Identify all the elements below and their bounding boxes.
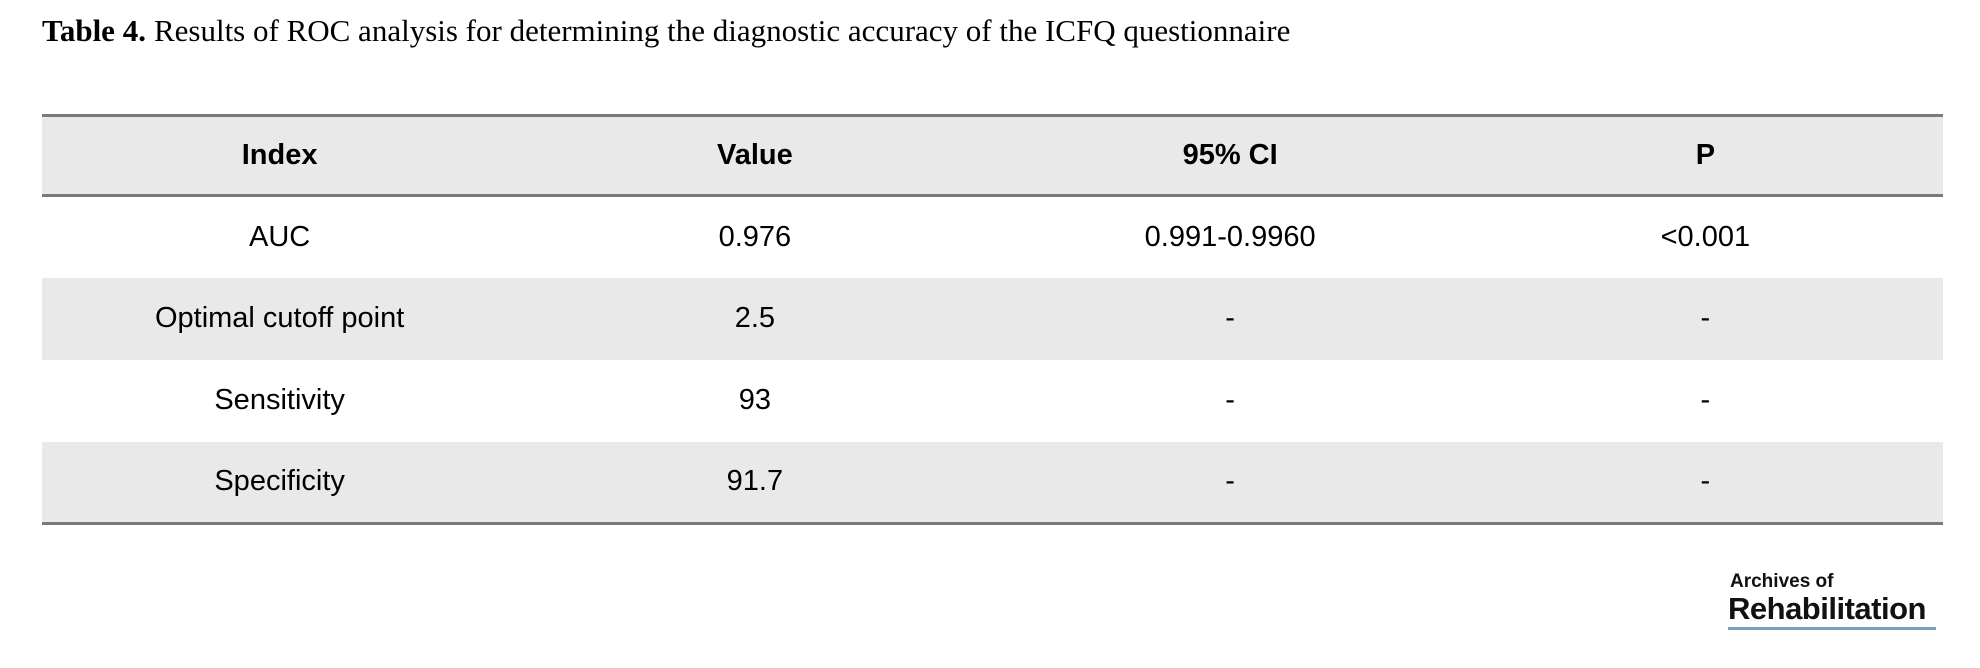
journal-logo-line1: Archives of — [1730, 571, 1834, 592]
table-cell: <0.001 — [1660, 220, 1751, 253]
column-header-index: Index — [241, 139, 318, 171]
table-cell: Sensitivity — [214, 384, 345, 416]
table-cell: 0.991-0.9960 — [1144, 220, 1316, 253]
table-cell: 93 — [738, 384, 771, 416]
column-header-p: P — [1695, 139, 1716, 171]
column-header-value: Value — [716, 139, 793, 171]
table-row-specificity: Specificity 91.7 - - — [42, 441, 1943, 524]
table-cell: Optimal cutoff point — [154, 302, 405, 334]
table-cell: 0.976 — [718, 220, 792, 253]
table-cell: - — [1700, 302, 1711, 334]
column-header-ci: 95% CI — [1182, 139, 1278, 171]
table-caption-label: Table 4. — [42, 13, 146, 48]
table-caption-text: Results of ROC analysis for determining … — [153, 13, 1291, 48]
table-cell: 91.7 — [726, 465, 784, 498]
journal-logo: Archives of Rehabilitation — [1728, 572, 1938, 630]
table-cell: - — [1225, 465, 1235, 498]
table-cell: - — [1700, 384, 1711, 416]
journal-logo-line2: Rehabilitation — [1728, 591, 1926, 626]
table-cell: 2.5 — [734, 302, 776, 334]
table-row-optimal-cutoff: Optimal cutoff point 2.5 - - — [42, 277, 1943, 360]
table-cell: - — [1700, 465, 1711, 498]
table-cell: AUC — [249, 220, 311, 253]
table-header-row: Index Value 95% CI P — [42, 115, 1943, 196]
table-row-sensitivity: Sensitivity 93 - - — [42, 359, 1943, 442]
table-cell: - — [1225, 302, 1235, 334]
table-row-auc: AUC 0.976 0.991-0.9960 <0.001 — [42, 195, 1943, 278]
table-cell: - — [1225, 384, 1235, 416]
logo-underline — [1728, 627, 1936, 630]
table-caption: Table 4. Results of ROC analysis for dete… — [42, 12, 1290, 51]
table-cell: Specificity — [214, 465, 345, 498]
roc-results-table: Index Value 95% CI P AUC 0.976 0.991-0.9… — [42, 114, 1943, 525]
